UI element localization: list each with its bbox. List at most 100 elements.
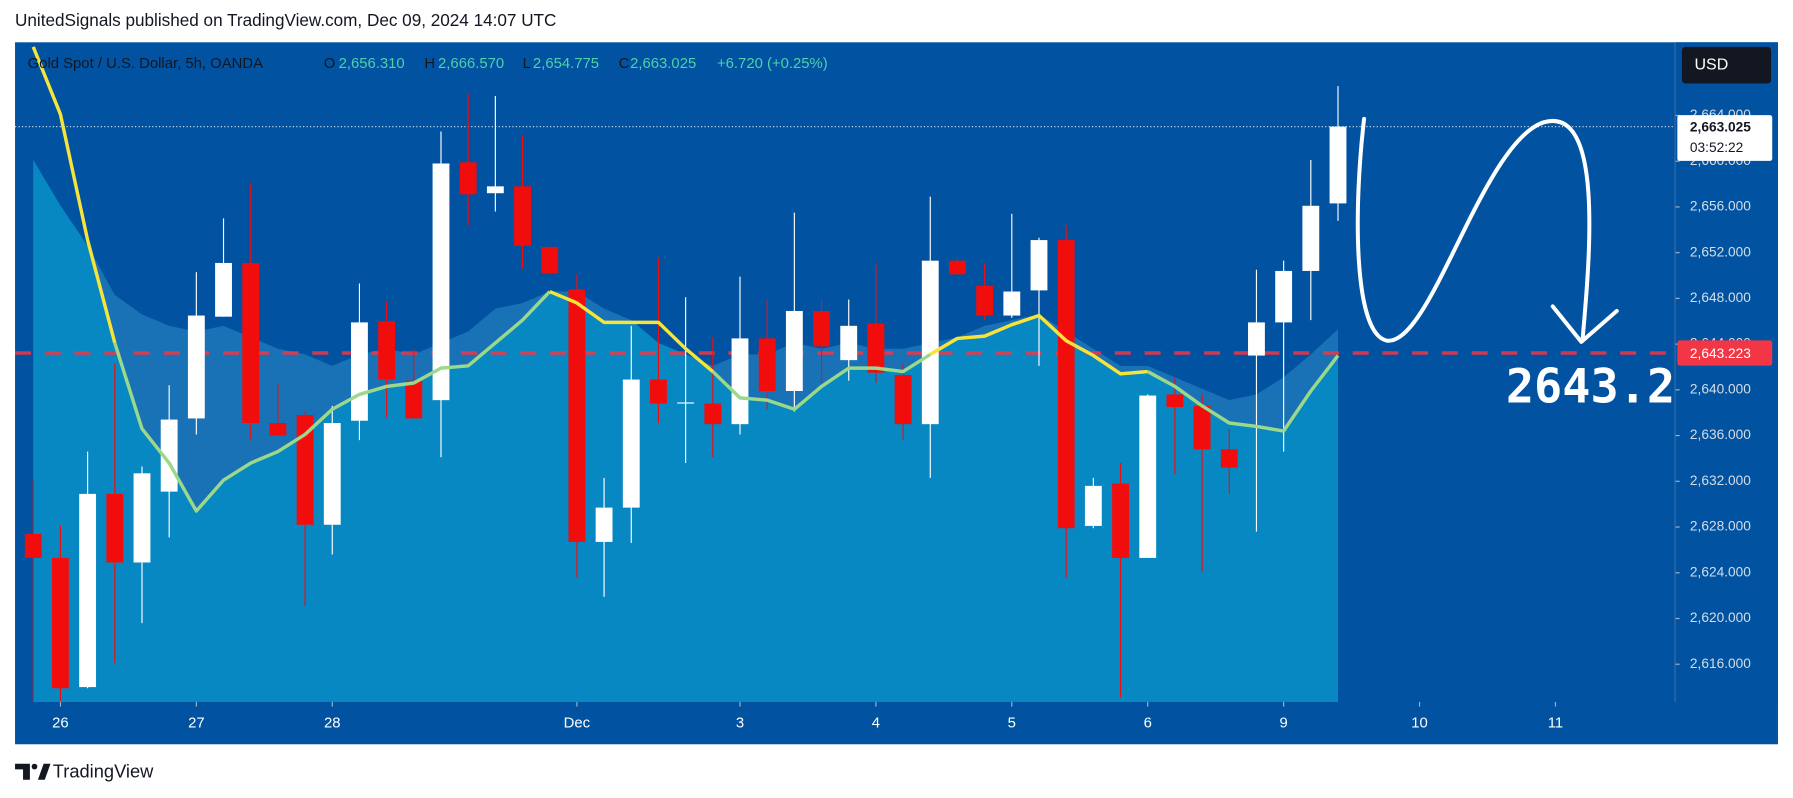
candle-body xyxy=(215,262,232,317)
candle-body xyxy=(867,323,885,373)
logo-mark xyxy=(37,763,51,780)
candle-body xyxy=(187,315,205,419)
x-tick-label: 4 xyxy=(872,716,880,732)
candle-body xyxy=(1248,322,1265,356)
footer: TradingView xyxy=(53,761,154,782)
candle-body xyxy=(704,403,722,425)
candle-body xyxy=(1139,395,1157,558)
logo xyxy=(15,763,51,780)
y-tick-label: 2,620.000 xyxy=(1690,610,1751,625)
candle-body xyxy=(976,285,994,316)
candle-body xyxy=(568,289,586,542)
legend-value: 2,654.775 xyxy=(533,56,599,72)
x-tick-label: 27 xyxy=(188,716,205,732)
y-tick-label: 2,656.000 xyxy=(1690,199,1751,214)
candle-body xyxy=(459,162,477,195)
candle-body xyxy=(813,310,830,347)
candle-body xyxy=(1193,405,1211,450)
ma-line xyxy=(929,313,1148,376)
candle-body xyxy=(378,321,396,380)
candle-body xyxy=(731,338,749,425)
logo-mark xyxy=(15,763,30,780)
annotation: 2643.2 xyxy=(1506,359,1675,414)
legend-value: 2,663.025 xyxy=(630,56,696,72)
legend-value: 2,656.310 xyxy=(339,56,405,72)
y-tick-label: 2,652.000 xyxy=(1690,244,1751,259)
legend-symbol: Gold Spot / U.S. Dollar, 5h, OANDA xyxy=(28,56,263,72)
candle-body xyxy=(840,325,858,361)
logo-dot xyxy=(31,763,38,770)
y-tick-label: 2,648.000 xyxy=(1690,290,1751,305)
ma-line xyxy=(31,46,117,344)
candle-body xyxy=(269,423,287,436)
candle-body xyxy=(541,246,559,274)
x-tick-label: 28 xyxy=(324,716,341,732)
drawn-arrow xyxy=(1355,116,1619,344)
candle-body xyxy=(486,186,504,194)
candle-body xyxy=(1057,240,1075,529)
candle-body xyxy=(323,423,341,525)
candle-body xyxy=(785,310,803,391)
x-tick-label: 26 xyxy=(52,716,69,732)
candle-body xyxy=(1084,485,1102,526)
legend-key: H xyxy=(424,56,435,72)
candle-body xyxy=(1030,240,1048,291)
ma-line xyxy=(113,290,551,513)
y-tick-label: 2,624.000 xyxy=(1690,564,1751,579)
countdown: 03:52:22 xyxy=(1690,140,1743,155)
x-tick-label: 3 xyxy=(736,716,744,732)
x-tick-label: 6 xyxy=(1144,716,1152,732)
candle-body xyxy=(1112,483,1129,558)
last-price-box xyxy=(1677,115,1773,161)
legend-key: C xyxy=(619,56,630,72)
axes: 2,616.000 2,620.000 2,624.000 2,628.000 2,63… xyxy=(52,42,1773,732)
header: UnitedSignals published on TradingView.c… xyxy=(15,10,556,30)
candle-body xyxy=(405,380,423,419)
x-tick-label: 10 xyxy=(1411,716,1428,732)
arrow-head xyxy=(1550,304,1619,344)
candle-body xyxy=(894,374,912,425)
y-tick-label: 2,628.000 xyxy=(1690,519,1751,534)
candle-body xyxy=(949,260,966,275)
candle-body xyxy=(622,379,640,508)
level-label: 2,643.223 xyxy=(1690,346,1751,361)
candle-body xyxy=(758,338,776,391)
candle-body xyxy=(52,557,69,689)
legend-key: L xyxy=(523,56,531,72)
candle-body xyxy=(106,493,124,563)
candle-body xyxy=(1329,126,1347,204)
candle-body xyxy=(242,262,260,424)
x-tick-label: 5 xyxy=(1008,716,1016,732)
candle-body xyxy=(1275,270,1293,323)
candle-body xyxy=(921,260,939,425)
y-tick-label: 2,640.000 xyxy=(1690,381,1751,396)
x-tick-label: Dec xyxy=(564,716,591,732)
candle-body xyxy=(351,322,368,421)
x-tick-label: 9 xyxy=(1280,716,1288,732)
currency-label[interactable]: USD xyxy=(1695,56,1729,73)
x-tick-label: 11 xyxy=(1548,716,1563,732)
legend-value: 2,666.570 xyxy=(438,56,504,72)
candle-body xyxy=(1220,449,1238,468)
currency-button[interactable] xyxy=(1681,46,1772,84)
candle-body xyxy=(514,186,531,246)
y-tick-label: 2,616.000 xyxy=(1690,656,1751,671)
level-box xyxy=(1677,340,1773,366)
candle-body xyxy=(595,507,613,542)
candle-body xyxy=(1166,394,1184,408)
candle-body xyxy=(133,473,151,563)
candle-body xyxy=(24,533,42,558)
plot-area xyxy=(15,46,1676,702)
candle-body xyxy=(1003,291,1021,316)
candle-body xyxy=(432,163,450,401)
y-tick-label: 2,632.000 xyxy=(1690,473,1751,488)
candle-body xyxy=(677,402,695,404)
last-price-label: 2,663.025 xyxy=(1690,119,1751,134)
candle-body xyxy=(79,493,97,688)
legend-key: O xyxy=(324,56,336,72)
ma-line xyxy=(1146,354,1340,433)
candle-body xyxy=(296,415,314,525)
arrow-curve xyxy=(1355,116,1592,343)
ma-line xyxy=(549,289,714,373)
